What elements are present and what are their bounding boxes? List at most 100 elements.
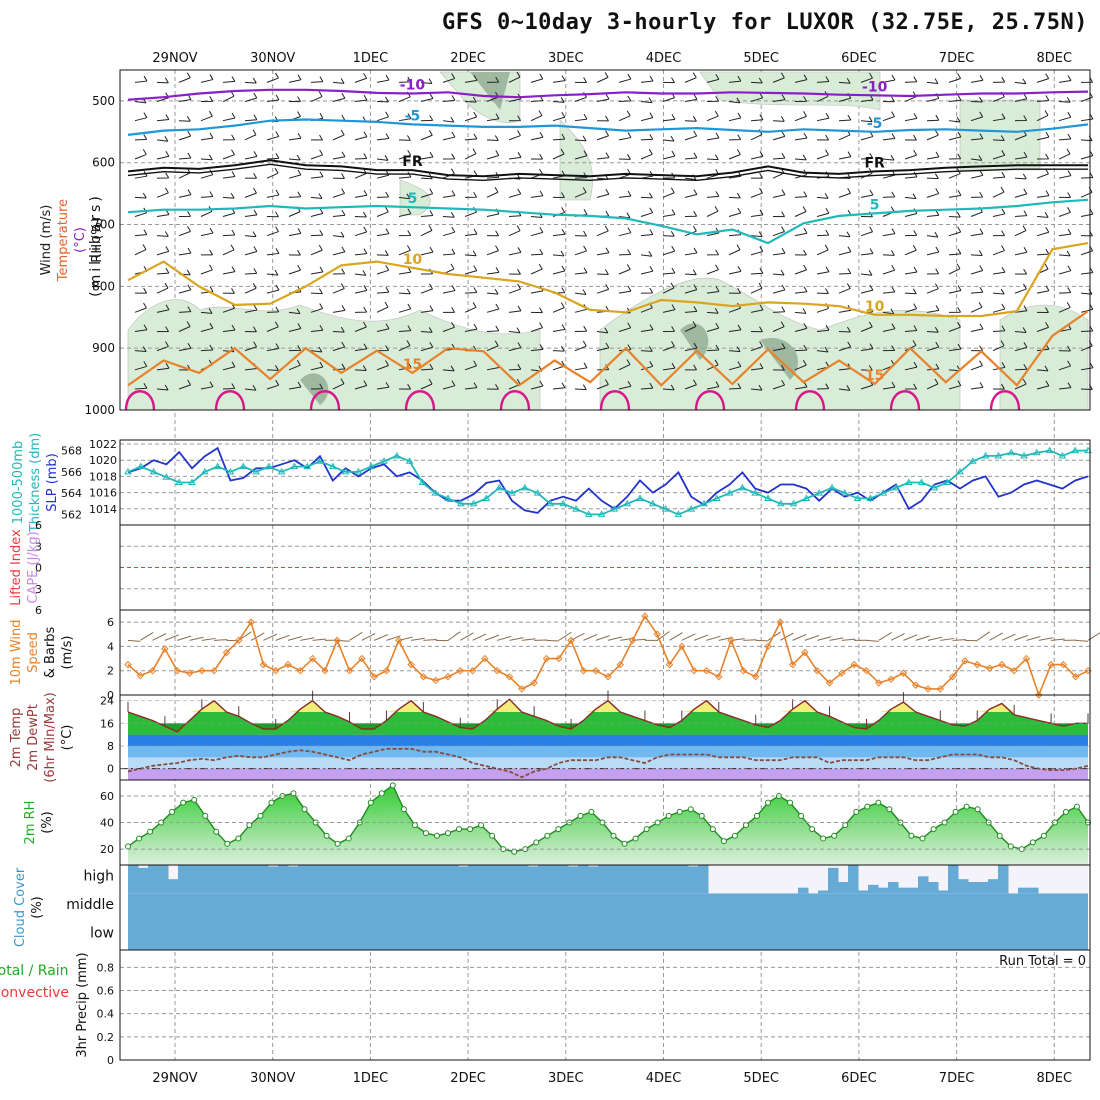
thickness-marker xyxy=(610,505,619,512)
wind-barb xyxy=(816,149,829,160)
wind-speed-marker xyxy=(567,636,575,645)
cloud-high-bar xyxy=(948,865,959,894)
wind-barb xyxy=(222,324,236,332)
axis-title: CAPE (J/kg) xyxy=(26,531,41,603)
wind-barb xyxy=(948,94,962,103)
wind-barb xyxy=(596,379,609,390)
wind-barb xyxy=(552,250,565,257)
wind-barb xyxy=(1080,230,1093,237)
cloud-high-bar xyxy=(228,865,239,894)
wind-barb xyxy=(792,633,807,641)
wind-barb xyxy=(521,638,536,641)
wind-speed-marker xyxy=(481,654,489,663)
wind-barb xyxy=(882,250,895,256)
temp-tick: 0 xyxy=(107,763,114,776)
rh-marker xyxy=(742,822,749,829)
wind-barb xyxy=(244,326,257,333)
wind-barb xyxy=(1036,365,1049,372)
thickness-marker xyxy=(687,505,696,512)
wind-barb xyxy=(332,231,345,238)
wind-barb xyxy=(838,341,852,352)
wind-barb xyxy=(530,153,544,160)
wind-barb xyxy=(882,308,895,315)
wind-barb xyxy=(376,382,390,390)
wind-barb xyxy=(552,265,566,275)
wind-barb xyxy=(750,209,764,218)
wind-barb xyxy=(640,112,654,122)
isotherm-20-loop xyxy=(214,390,246,411)
cloud-high-bar xyxy=(818,890,829,894)
wind-barb xyxy=(127,639,141,642)
pressure-tick: 600 xyxy=(92,156,115,170)
wind-barb xyxy=(134,361,148,371)
wind-barb xyxy=(970,382,984,390)
wind-barb xyxy=(288,381,302,390)
cloud-high-bar xyxy=(878,887,889,894)
wind-barb xyxy=(838,268,852,275)
wind-barb xyxy=(508,115,522,122)
thickness-marker xyxy=(328,462,337,470)
isotherm-20-loop xyxy=(889,390,921,411)
wind-barb xyxy=(464,382,478,390)
wind-barb xyxy=(1014,378,1027,390)
rh-marker xyxy=(908,832,915,839)
wind-barb xyxy=(927,636,943,641)
wind-barb xyxy=(882,191,896,198)
cloud-high-bar xyxy=(498,865,509,894)
wind-barb xyxy=(134,134,148,141)
wind-barb xyxy=(772,211,786,218)
wind-barb xyxy=(398,325,412,332)
cloud-high-bar xyxy=(278,865,289,894)
temp-area-warm xyxy=(128,699,1088,712)
wind-barb xyxy=(948,380,962,390)
isotherm-label: -10 xyxy=(862,79,888,95)
thickness-marker xyxy=(751,489,760,496)
wind-barb xyxy=(794,96,808,103)
wind-barb xyxy=(1014,188,1028,198)
date-label-bottom: 7DEC xyxy=(939,1071,975,1086)
wind-barb xyxy=(662,245,676,256)
wind-barb xyxy=(552,229,566,237)
wind-barb xyxy=(398,230,412,237)
thickness-marker xyxy=(1007,448,1016,456)
wind-barb xyxy=(420,93,434,103)
wind-barb xyxy=(767,631,781,641)
rh-marker xyxy=(125,843,131,850)
wind-barb xyxy=(376,206,389,217)
wind-barb xyxy=(442,380,456,390)
thickness-tick: 564 xyxy=(61,487,82,500)
wind-barb xyxy=(354,365,367,372)
cloud-high-bar xyxy=(398,865,409,894)
wind-barb xyxy=(266,153,280,160)
wind-barb xyxy=(266,321,279,332)
wind-speed-marker xyxy=(973,660,981,669)
wind-barb xyxy=(882,323,896,332)
wind-barb xyxy=(288,249,301,256)
wind-barb xyxy=(442,116,455,123)
wind-speed-marker xyxy=(370,673,378,681)
rh-marker xyxy=(875,799,882,806)
cloud-high-bar xyxy=(208,865,219,894)
cloud-high-bar xyxy=(668,865,679,894)
wind-barb xyxy=(816,383,830,390)
wind-barb xyxy=(970,96,983,103)
axis-title: (°C) xyxy=(60,725,75,751)
wind-barb xyxy=(1058,382,1072,390)
wind-barb xyxy=(684,306,698,313)
wind-barb xyxy=(354,211,367,218)
cloud-high-bar xyxy=(168,879,179,894)
rh-marker xyxy=(952,808,959,815)
wind-speed-marker xyxy=(555,654,563,663)
wind-barb xyxy=(794,74,808,83)
rh-marker xyxy=(378,790,385,797)
wind-barb xyxy=(244,77,257,84)
date-label-top: 8DEC xyxy=(1037,51,1073,66)
wind-barb xyxy=(376,133,390,141)
wind-barb xyxy=(618,95,632,103)
wind-speed-marker xyxy=(776,618,785,626)
wind-frame xyxy=(119,609,1091,696)
wind-barb xyxy=(376,301,389,313)
wind-barb xyxy=(640,75,654,83)
wind-speed-marker xyxy=(542,654,551,663)
wind-barb xyxy=(772,189,786,198)
